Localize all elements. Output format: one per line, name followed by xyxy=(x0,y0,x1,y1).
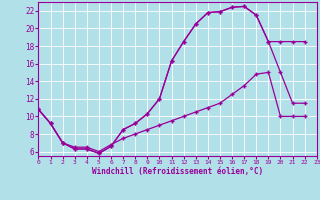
X-axis label: Windchill (Refroidissement éolien,°C): Windchill (Refroidissement éolien,°C) xyxy=(92,167,263,176)
